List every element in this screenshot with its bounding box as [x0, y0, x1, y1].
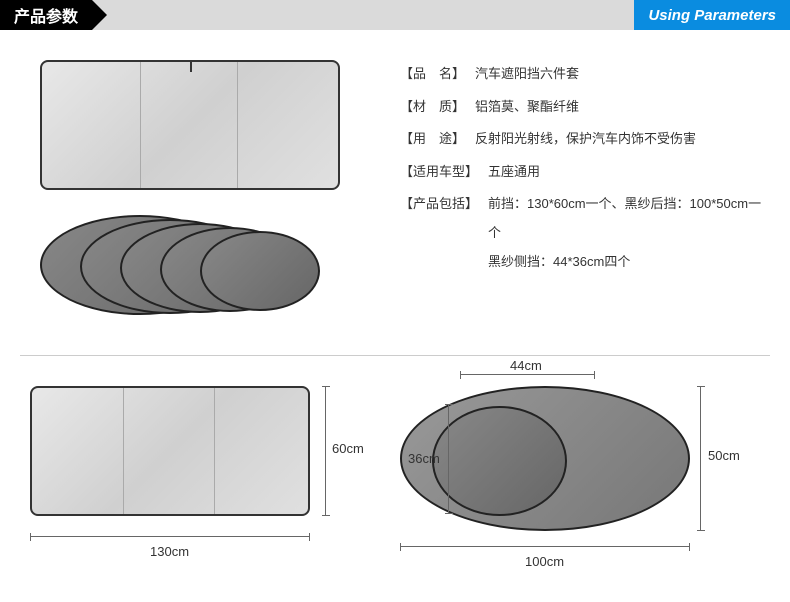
rear-shade-dimensions: 44cm 36cm 50cm 100cm — [400, 386, 740, 531]
header-title-en: Using Parameters — [634, 0, 790, 30]
param-label: 【品 名】 — [400, 60, 465, 89]
side-shade-diagram — [432, 406, 567, 516]
product-images — [40, 60, 360, 335]
param-value: 汽车遮阳挡六件套 — [465, 60, 579, 89]
param-list: 【品 名】汽车遮阳挡六件套 【材 质】铝箔莫、聚酯纤维 【用 途】反射阳光射线，… — [360, 60, 770, 335]
front-shade-image — [40, 60, 340, 190]
dim-line — [400, 546, 690, 547]
top-section: 【品 名】汽车遮阳挡六件套 【材 质】铝箔莫、聚酯纤维 【用 途】反射阳光射线，… — [0, 30, 790, 355]
param-row: 【适用车型】五座通用 — [400, 158, 770, 187]
dim-rear-width-label: 100cm — [525, 554, 564, 569]
header-bar: 产品参数 Using Parameters — [0, 0, 790, 30]
param-value: 反射阳光射线，保护汽车内饰不受伤害 — [465, 125, 696, 154]
dim-line — [460, 374, 595, 375]
front-shade-dimensions: 60cm 130cm — [20, 386, 340, 531]
bottom-section: 60cm 130cm 44cm 36cm 50cm 100cm — [0, 356, 790, 561]
dim-width-label: 130cm — [150, 544, 189, 559]
param-value: 五座通用 — [478, 158, 540, 187]
side-shade-stack — [40, 205, 360, 335]
param-row: 【材 质】铝箔莫、聚酯纤维 — [400, 93, 770, 122]
param-label: 【用 途】 — [400, 125, 465, 154]
dim-line — [448, 404, 449, 514]
dim-line — [700, 386, 701, 531]
header-title-cn: 产品参数 — [0, 0, 92, 30]
dim-rear-height-label: 50cm — [708, 448, 740, 463]
dim-height-label: 60cm — [332, 441, 364, 456]
dim-line — [30, 536, 310, 537]
dim-side-width-label: 44cm — [510, 358, 542, 373]
dim-line — [325, 386, 326, 516]
dim-side-height-label: 36cm — [408, 451, 440, 466]
param-label: 【产品包括】 — [400, 190, 478, 276]
param-row: 【产品包括】前挡：130*60cm一个、黑纱后挡：100*50cm一个 黑纱侧挡… — [400, 190, 770, 276]
param-row: 【品 名】汽车遮阳挡六件套 — [400, 60, 770, 89]
rear-shade-diagram — [400, 386, 690, 531]
front-shade-diagram — [30, 386, 310, 516]
param-value: 前挡：130*60cm一个、黑纱后挡：100*50cm一个 黑纱侧挡：44*36… — [478, 190, 770, 276]
param-label: 【适用车型】 — [400, 158, 478, 187]
param-label: 【材 质】 — [400, 93, 465, 122]
param-value: 铝箔莫、聚酯纤维 — [465, 93, 579, 122]
param-row: 【用 途】反射阳光射线，保护汽车内饰不受伤害 — [400, 125, 770, 154]
header-spacer — [92, 0, 634, 30]
